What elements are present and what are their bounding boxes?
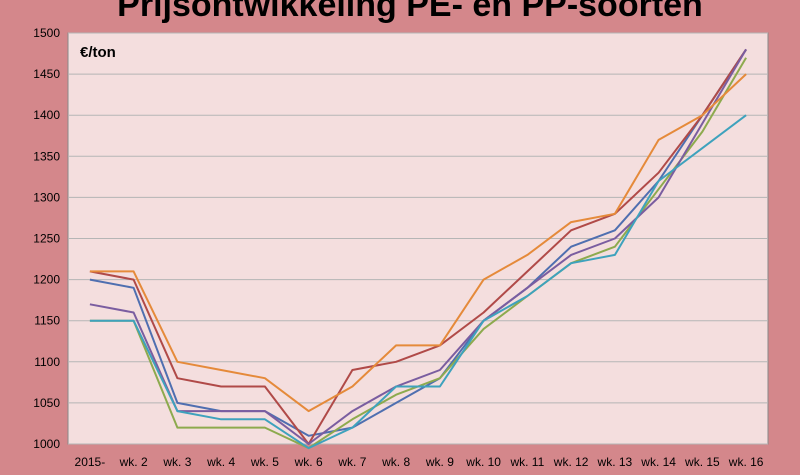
x-tick-label: wk. 16 [728,455,764,469]
x-tick-label: wk. 5 [250,455,279,469]
y-tick-label: 1150 [34,314,60,328]
y-tick-label: 1300 [33,190,60,204]
series-line-5 [89,114,747,450]
y-tick-label: 1250 [33,232,60,246]
y-tick-label: 1200 [33,273,60,287]
x-tick-label: wk. 6 [294,455,323,469]
x-tick-label: wk. 3 [162,455,191,469]
x-tick-label: wk. 7 [337,455,366,469]
series-line-1 [89,48,747,437]
x-tick-label: wk. 10 [465,455,501,469]
x-tick-label: wk. 4 [206,455,235,469]
x-tick-label: wk. 2 [119,455,148,469]
x-tick-label: wk. 9 [425,455,454,469]
x-tick-label: wk. 12 [553,455,589,469]
x-tick-label: wk. 15 [684,455,720,469]
x-tick-label: wk. 13 [597,455,633,469]
x-tick-label: wk. 8 [381,455,410,469]
series-lines [89,48,747,450]
x-tick-label: wk. 14 [640,455,676,469]
x-axis-ticks: 2015- wk. 2 wk. 3 wk. 4 wk. 5 wk. 6 wk. 7 wk. 8… [75,455,764,469]
grid-lines [68,32,768,445]
y-axis-ticks: 1000 1050 1100 1150 1200 1250 1300 1350 1400 1450… [33,26,60,451]
y-tick-label: 1100 [34,355,60,369]
y-tick-label: 1450 [33,67,60,81]
y-tick-label: 1500 [33,26,60,40]
series-line-6 [89,73,747,413]
y-tick-label: 1000 [33,437,60,451]
y-tick-label: 1400 [33,108,60,122]
unit-label: €/ton [80,44,116,61]
x-tick-label: wk. 11 [509,455,544,469]
y-tick-label: 1050 [33,396,60,410]
x-tick-label: 2015- [75,455,106,469]
series-line-2 [89,48,747,445]
y-tick-label: 1350 [33,149,60,163]
chart-title: Prijsontwikkeling PE- en PP-soorten [117,0,703,24]
